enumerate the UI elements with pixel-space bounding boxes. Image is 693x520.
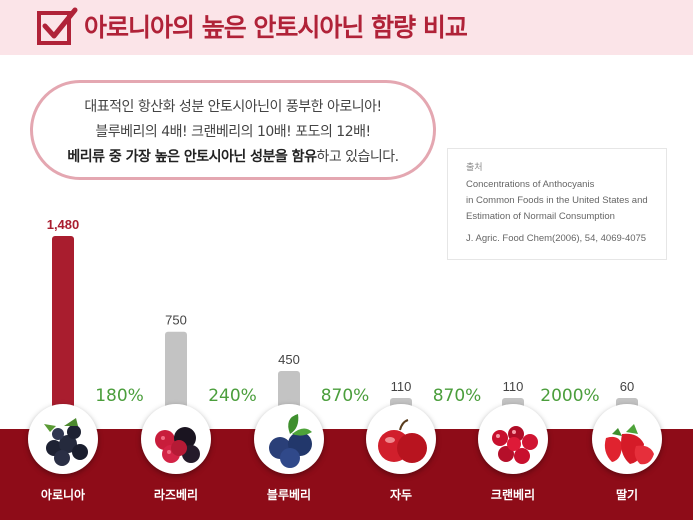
category-label-1: 아로니아 xyxy=(40,488,86,502)
bar-1 xyxy=(52,236,74,444)
summary-line-2: 블루베리의 4배! 크랜베리의 10배! 포도의 12배! xyxy=(95,124,371,140)
ratio-label-1: 180% xyxy=(95,386,144,406)
value-label-5: 110 xyxy=(503,379,524,394)
page-title: 아로니아의 높은 안토시아닌 함량 비교 xyxy=(84,13,468,42)
category-label-2: 라즈베리 xyxy=(153,488,199,502)
strawberry-icon xyxy=(592,404,662,474)
ratio-label-5: 2000% xyxy=(540,386,600,406)
value-label-1: 1,480 xyxy=(47,217,80,232)
ratio-label-2: 240% xyxy=(208,386,257,406)
value-label-2: 750 xyxy=(165,313,187,328)
source-title-line-2: in Common Foods in the United States and xyxy=(466,195,648,206)
blueberry-icon xyxy=(254,404,324,474)
value-label-6: 60 xyxy=(620,379,634,394)
summary-bubble: 대표적인 항산화 성분 안토시아닌이 풍부한 아로니아! 블루베리의 4배! 크… xyxy=(30,80,436,180)
summary-line-3-bold: 베리류 중 가장 높은 안토시아닌 성분을 함유 xyxy=(67,149,317,165)
source-title-line-1: Concentrations of Anthocyanis xyxy=(466,179,595,190)
plum-icon xyxy=(366,404,436,474)
summary-line-1: 대표적인 항산화 성분 안토시아닌이 풍부한 아로니아! xyxy=(84,99,382,115)
aronia-berries-icon xyxy=(28,404,98,474)
source-title-line-3: Estimation of Normail Consumption xyxy=(466,211,615,222)
header-band: 아로니아의 높은 안토시아닌 함량 비교 xyxy=(0,0,693,55)
source-label: 출처 xyxy=(466,162,483,172)
source-box: 출처 Concentrations of Anthocyanis in Comm… xyxy=(447,148,667,260)
value-label-3: 450 xyxy=(278,352,300,367)
value-label-4: 110 xyxy=(391,379,412,394)
ratio-label-3: 870% xyxy=(320,386,370,406)
category-label-5: 크랜베리 xyxy=(490,488,536,502)
category-label-4: 자두 xyxy=(389,488,413,502)
ratio-label-4: 870% xyxy=(432,386,482,406)
cranberry-icon xyxy=(478,404,548,474)
category-label-3: 블루베리 xyxy=(266,488,312,502)
checkbox-check-icon xyxy=(37,7,78,45)
summary-line-3-rest: 하고 있습니다. xyxy=(316,149,399,165)
category-label-6: 딸기 xyxy=(615,488,639,502)
raspberry-blackberry-icon xyxy=(141,404,211,474)
source-journal: J. Agric. Food Chem(2006), 54, 4069-4075 xyxy=(466,233,647,244)
summary-line-3: 베리류 중 가장 높은 안토시아닌 성분을 함유하고 있습니다. xyxy=(33,145,433,170)
bottom-band xyxy=(0,429,693,520)
